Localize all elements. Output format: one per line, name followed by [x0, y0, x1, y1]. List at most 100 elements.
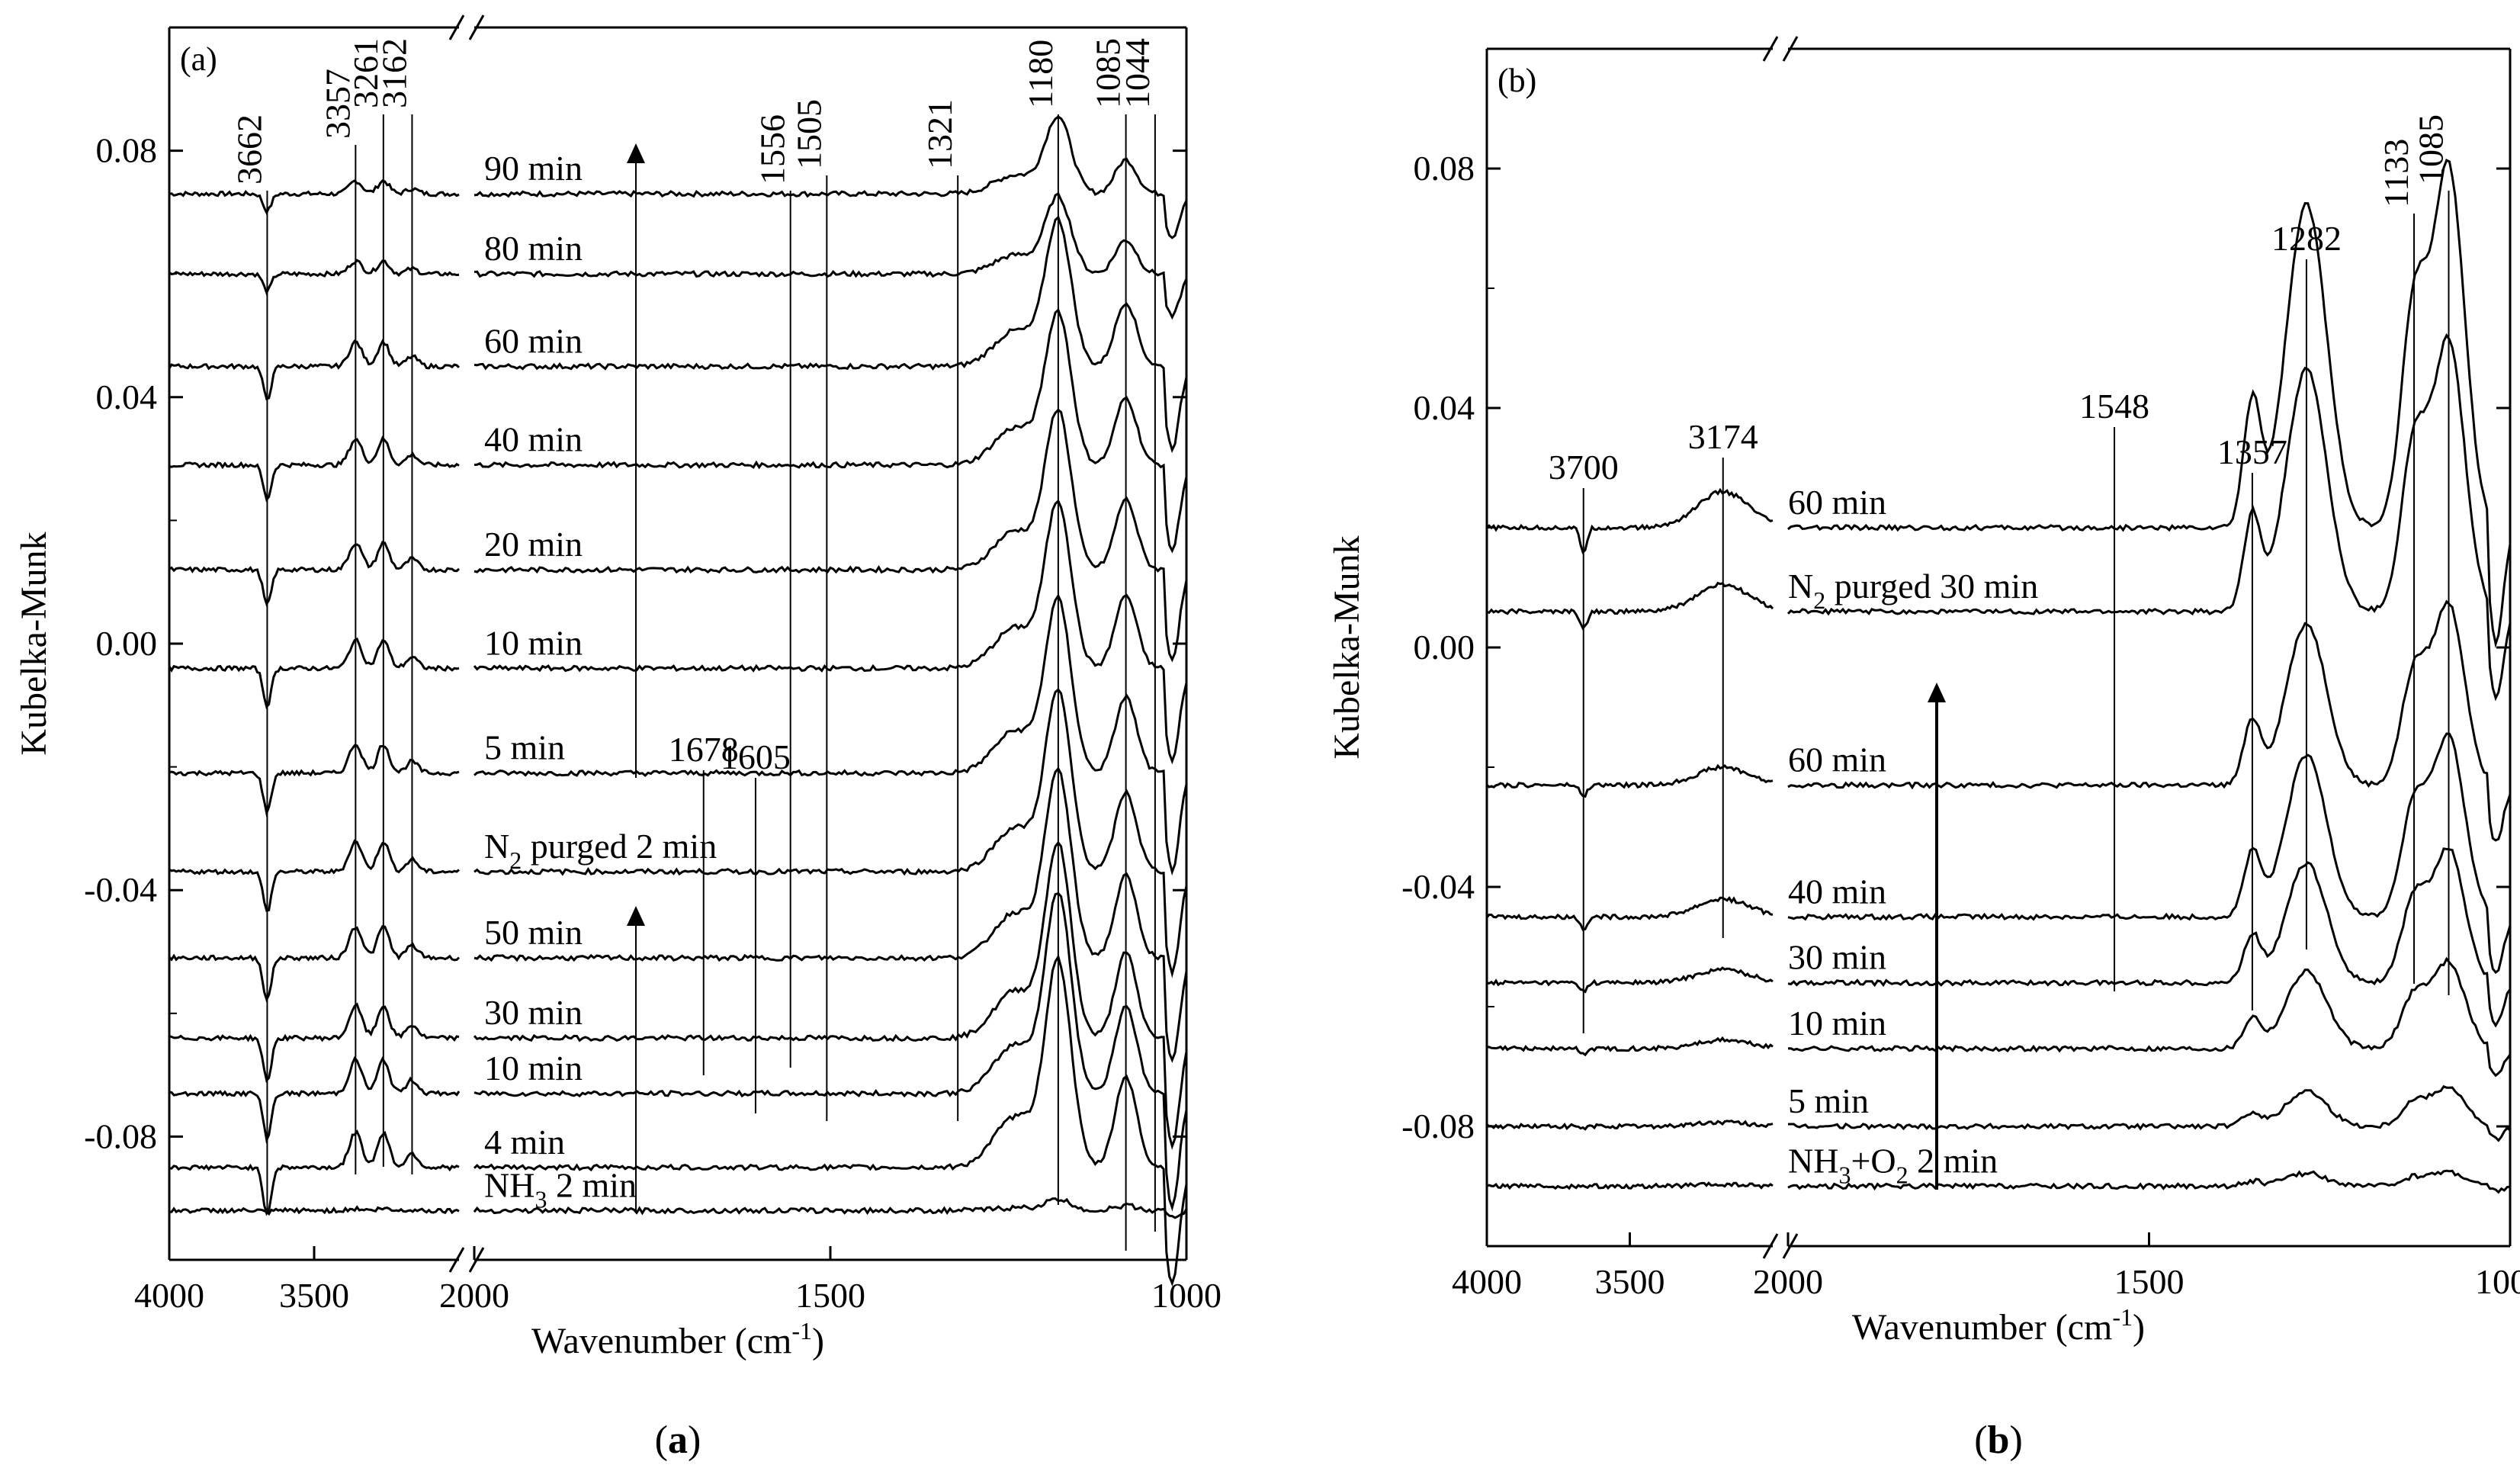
spectrum-line-left [169, 1129, 460, 1216]
y-tick-label: 0.04 [96, 377, 158, 416]
trend-arrow-head [627, 906, 645, 926]
y-axis-title: Kubelka-Munk [14, 532, 54, 755]
y-axis-title: Kubelka-Munk [1327, 535, 1367, 759]
peak-label: 1605 [721, 737, 791, 776]
panel-a: 0.08 0.04 0.00 -0.04 -0.08 4000 3500 2000 1500 10… [14, 14, 1221, 1462]
spectrum-line-right [1787, 599, 2512, 842]
axis-break-mark [468, 1247, 485, 1273]
spectrum-line-right [473, 499, 1188, 765]
spectrum-line-right [474, 593, 1188, 876]
y-tick-label: 0.04 [1414, 388, 1475, 427]
peak-label: 3162 [374, 38, 413, 108]
y-tick-label: -0.08 [1401, 1107, 1475, 1145]
series-label: NH3+O2 2 min [1788, 1142, 1998, 1189]
panel-tag: (a) [180, 40, 217, 78]
spectrum-line-left [1485, 763, 1774, 798]
x-tick-label: 3500 [1595, 1262, 1665, 1301]
x-tick-label: 1500 [2114, 1262, 2185, 1301]
peak-label: 3261 [346, 38, 385, 108]
spectrum-line-left [169, 435, 460, 503]
peak-label: 3662 [230, 114, 268, 185]
series-label: 40 min [1788, 872, 1886, 911]
spectrum-line-right [473, 953, 1188, 1287]
peak-label: 1321 [920, 99, 959, 169]
spectrum-line-right [1786, 333, 2512, 702]
series-label: 20 min [484, 525, 583, 564]
spectrum-line-left [169, 541, 461, 607]
peak-label: 1505 [789, 99, 828, 169]
spectrum-line-left [169, 839, 460, 912]
peak-label: 3174 [1688, 417, 1758, 456]
panel-caption: (a) [655, 1418, 701, 1462]
spectrum-line-left [168, 339, 461, 401]
peak-label: 1085 [1089, 38, 1128, 108]
panel-b: 0.08 0.04 0.00 -0.04 -0.08 4000 3500 2000 1500 10… [1327, 36, 2520, 1462]
peak-label: 1282 [2271, 219, 2342, 258]
y-tick-label: -0.08 [84, 1116, 157, 1155]
spectrum-line-right [1787, 159, 2512, 649]
peak-label: 1548 [2079, 387, 2149, 426]
spectrum-line-right [473, 840, 1188, 1150]
spectrum-line-right [1787, 1084, 2511, 1142]
spectrum-line-left [169, 259, 460, 296]
y-tick-label: -0.04 [1401, 867, 1475, 906]
spectrum-line-left [1486, 1181, 1774, 1190]
peak-label: 3700 [1549, 448, 1619, 487]
y-tick-label: 0.08 [1414, 149, 1475, 188]
series-label: 30 min [1788, 938, 1886, 977]
spectrum-line-left [1486, 1120, 1774, 1131]
spectrum-line-right [474, 408, 1188, 663]
spectrum-line-left [168, 637, 460, 709]
series-label: 10 min [1788, 1004, 1886, 1042]
series-label: NH3 2 min [484, 1165, 637, 1213]
axis-break-mark [1762, 36, 1779, 62]
spectrum-line-left [1486, 966, 1774, 994]
series-label: N2 purged 30 min [1788, 567, 2038, 614]
series-label: 4 min [484, 1123, 565, 1161]
peak-label: 1133 [2377, 139, 2416, 207]
spectrum-line-right [474, 115, 1188, 239]
spectrum-line-right [1787, 956, 2512, 1078]
y-tick-label: -0.04 [84, 870, 157, 909]
spectrum-line-right [1787, 847, 2512, 1028]
spectrum-line-left [169, 1205, 460, 1216]
axis-break-mark [1782, 36, 1799, 62]
spectrum-line-left [1486, 487, 1774, 554]
series-label: N2 purged 2 min [484, 827, 717, 874]
spectrum-line-right [474, 891, 1188, 1212]
spectrum-line-right [474, 307, 1188, 554]
series-label: 10 min [484, 1049, 583, 1087]
spectrum-line-right [474, 215, 1188, 454]
peak-label: 1085 [2412, 114, 2451, 185]
spectrum-line-right [473, 1197, 1188, 1219]
series-label: 30 min [484, 993, 583, 1032]
x-tick-label: 2000 [1753, 1262, 1823, 1301]
spectrum-line-right [474, 766, 1188, 1063]
panel-tag: (b) [1498, 62, 1536, 99]
spectrum-line-right [1787, 732, 2512, 975]
spectrum-line-left [169, 179, 460, 216]
series-label: 5 min [484, 728, 565, 767]
series-label: 60 min [484, 321, 583, 360]
peak-label: 1678 [669, 730, 739, 769]
x-axis-title: Wavenumber (cm-1) [531, 1317, 824, 1361]
spectrum-line-left [1486, 1036, 1774, 1057]
axis-break-mark [1762, 1233, 1779, 1259]
x-axis-title: Wavenumber (cm-1) [1852, 1303, 2145, 1348]
spectrum-line-left [1486, 581, 1774, 631]
spectrum-line-left [169, 1055, 461, 1144]
y-tick-label: 0.00 [1414, 628, 1475, 667]
peak-label: 1180 [1021, 40, 1060, 108]
spectrum-line-right [474, 191, 1188, 320]
spectrum-line-left [169, 744, 460, 818]
y-tick-label: 0.00 [96, 624, 158, 663]
peak-label: 1044 [1118, 38, 1157, 108]
axis-break-mark [448, 14, 465, 40]
x-tick-label: 4000 [134, 1276, 204, 1315]
x-tick-label: 3500 [279, 1276, 349, 1315]
spectrum-line-left [168, 925, 461, 1003]
series-label: 80 min [484, 229, 583, 268]
trend-arrow-head [1928, 683, 1946, 702]
axis-break-mark [468, 14, 485, 40]
